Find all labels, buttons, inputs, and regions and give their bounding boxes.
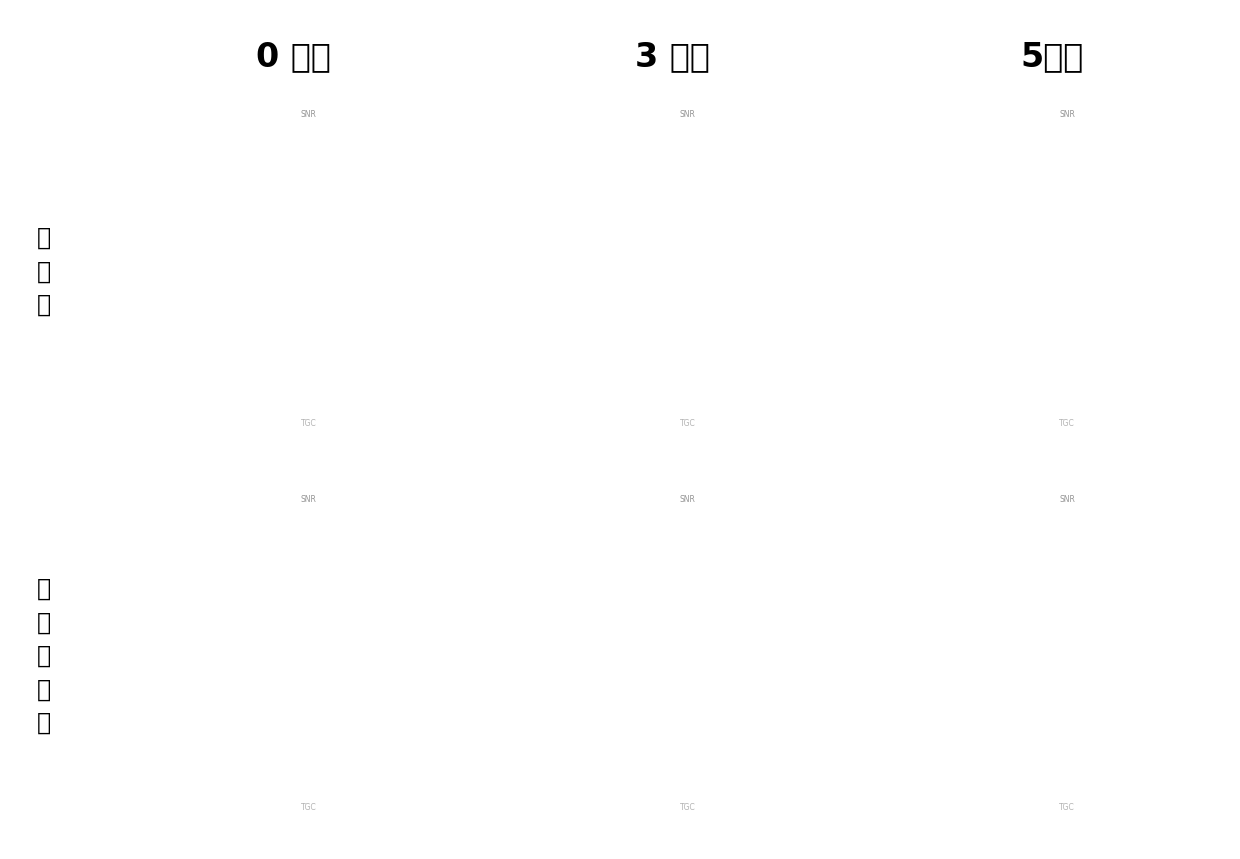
Bar	[1161, 249, 1198, 270]
Bar	[1161, 554, 1205, 589]
Text: 46 1▶: 46 1▶	[618, 599, 681, 618]
Bar	[1161, 169, 1205, 204]
Bar	[403, 169, 446, 204]
Ellipse shape	[950, 754, 1052, 803]
Bar	[1161, 503, 1205, 517]
Bar	[1161, 119, 1205, 132]
Text: 对
照
组: 对 照 组	[36, 226, 51, 317]
Text: 27 1▶: 27 1▶	[239, 673, 301, 691]
Ellipse shape	[1125, 237, 1164, 258]
Bar	[403, 554, 446, 589]
Bar	[1161, 634, 1198, 655]
Text: 金
纳
米
棒
组: 金 纳 米 棒 组	[36, 577, 51, 735]
Ellipse shape	[961, 760, 1040, 797]
Bar	[782, 554, 826, 589]
Text: 0 分钟: 0 分钟	[257, 40, 331, 73]
Text: TGC: TGC	[301, 419, 316, 428]
Text: 31 5▶: 31 5▶	[978, 240, 1042, 259]
Text: TGC: TGC	[680, 419, 696, 428]
Bar	[782, 249, 818, 270]
Text: 46 4▶: 46 4▶	[997, 599, 1060, 618]
Bar	[403, 503, 446, 517]
Text: SNR: SNR	[301, 111, 317, 119]
Text: TGC: TGC	[301, 803, 316, 813]
Bar	[782, 119, 826, 132]
Bar	[782, 634, 818, 655]
Text: SNR: SNR	[680, 111, 696, 119]
Text: SNR: SNR	[301, 495, 317, 504]
Text: 5分钟: 5分钟	[1021, 40, 1084, 73]
Text: SNR: SNR	[680, 495, 696, 504]
Bar	[403, 119, 446, 132]
Text: TGC: TGC	[1059, 419, 1075, 428]
Text: TGC: TGC	[1059, 803, 1075, 813]
Text: SNR: SNR	[1059, 111, 1075, 119]
Bar	[782, 169, 826, 204]
Text: 28 2▶: 28 2▶	[629, 289, 692, 308]
Bar	[403, 634, 439, 655]
Bar	[403, 249, 439, 270]
Text: 3 分钟: 3 分钟	[635, 40, 711, 73]
Bar	[782, 503, 826, 517]
Text: SNR: SNR	[1059, 495, 1075, 504]
Text: 27 1▶: 27 1▶	[239, 289, 301, 308]
Text: TGC: TGC	[680, 803, 696, 813]
